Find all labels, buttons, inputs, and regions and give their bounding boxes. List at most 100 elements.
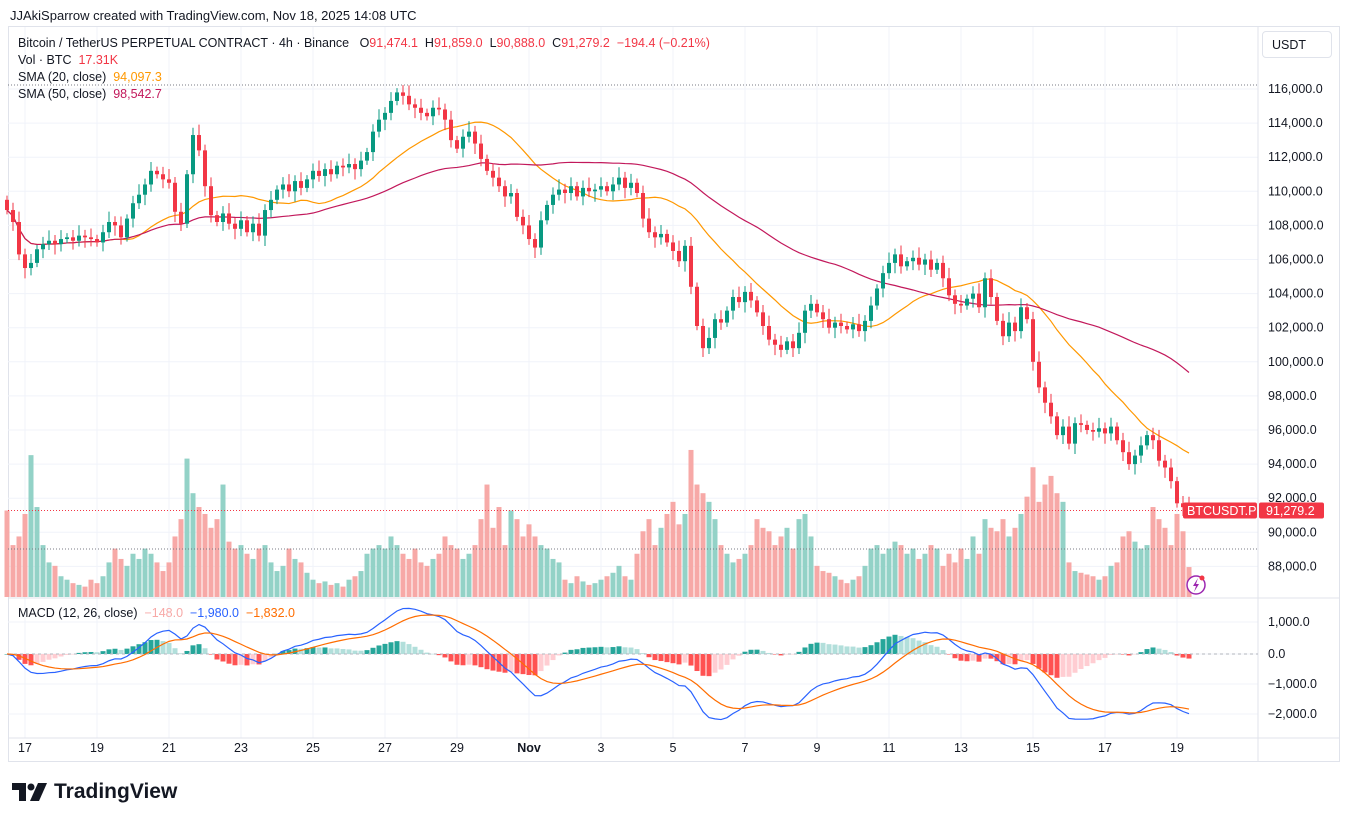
volume-bar: [808, 536, 814, 597]
candle: [677, 240, 681, 268]
volume-bar: [1030, 467, 1036, 597]
macd-histogram-bar: [88, 651, 94, 654]
candle: [197, 124, 201, 157]
volume-bar: [526, 524, 532, 597]
macd-histogram-bar: [340, 649, 346, 654]
candle-body: [1013, 322, 1017, 332]
candle-body: [413, 104, 417, 108]
candle-body: [173, 182, 177, 212]
macd-histogram-bar: [424, 652, 430, 654]
macd-histogram-bar: [22, 654, 28, 664]
time-tick-label: 15: [1026, 741, 1040, 755]
macd-histogram-bar: [100, 651, 106, 654]
candle: [47, 230, 51, 250]
volume-bar: [586, 584, 592, 597]
candle: [59, 230, 63, 252]
candle: [263, 204, 267, 247]
tradingview-logo[interactable]: TradingView: [12, 780, 177, 804]
volume-bar: [22, 513, 28, 597]
candle: [743, 286, 747, 313]
symbol-title[interactable]: Bitcoin / TetherUS PERPETUAL CONTRACT · …: [18, 36, 350, 50]
candle: [413, 98, 417, 119]
candle: [629, 173, 633, 196]
candle-body: [113, 221, 117, 226]
volume-bar: [16, 536, 22, 597]
candle-body: [335, 165, 339, 175]
volume-bar: [616, 565, 622, 597]
volume-bar: [574, 576, 580, 597]
candle: [353, 158, 357, 180]
candle-body: [1031, 319, 1035, 362]
candle: [1019, 298, 1023, 339]
volume-bar: [418, 562, 424, 597]
candle: [329, 160, 333, 182]
candle-body: [311, 170, 315, 180]
candle-body: [527, 225, 531, 240]
candle: [365, 147, 369, 165]
open-label: O: [359, 36, 370, 50]
candle-body: [101, 232, 105, 243]
sma50-legend[interactable]: SMA (50, close) 98,542.7: [18, 87, 162, 101]
volume-legend[interactable]: Vol · BTC 17.31K: [18, 53, 118, 67]
volume-bar: [742, 553, 748, 597]
candle: [1175, 476, 1179, 508]
time-tick-label: 17: [1098, 741, 1112, 755]
sma20-value: 94,097.3: [113, 70, 162, 84]
macd-histogram-bar: [262, 654, 268, 662]
candle-body: [653, 232, 657, 238]
candle: [785, 337, 789, 355]
macd-histogram-bar: [838, 645, 844, 654]
candle: [515, 188, 519, 222]
volume-bar: [154, 562, 160, 597]
candle: [1055, 412, 1059, 440]
macd-histogram-bar: [1000, 654, 1006, 665]
macd-histogram-bar: [52, 654, 58, 659]
macd-histogram-bar: [250, 654, 256, 665]
volume-bar: [832, 576, 838, 597]
volume-bar: [964, 558, 970, 597]
macd-histogram-bar: [388, 642, 394, 654]
macd-histogram-bar: [928, 645, 934, 654]
macd-histogram-bar: [694, 654, 700, 672]
macd-histogram-bar: [304, 648, 310, 654]
currency-button[interactable]: USDT: [1262, 31, 1332, 58]
macd-histogram-bar: [604, 647, 610, 654]
candle-body: [167, 179, 171, 183]
candle: [113, 216, 117, 236]
candle: [221, 206, 225, 231]
candle-body: [71, 237, 75, 241]
macd-histogram-bar: [214, 654, 220, 660]
macd-histogram-bar: [772, 654, 778, 655]
candle-body: [41, 244, 45, 250]
macd-histogram-bar: [1078, 654, 1084, 670]
candle: [245, 216, 249, 237]
volume-bar: [820, 571, 826, 597]
volume-bar: [772, 545, 778, 597]
candle: [545, 200, 549, 225]
macd-histogram-bar: [586, 647, 592, 654]
time-tick-label: 19: [1170, 741, 1184, 755]
candle: [749, 283, 753, 308]
candle: [443, 103, 447, 131]
candle-body: [515, 193, 519, 217]
candle: [239, 211, 243, 237]
candle: [257, 213, 261, 242]
macd-histogram-bar: [778, 654, 784, 656]
volume-bar: [646, 519, 652, 597]
candle: [713, 313, 717, 349]
candle-body: [743, 291, 747, 303]
volume-bar: [88, 579, 94, 597]
macd-legend[interactable]: MACD (12, 26, close) −148.0 −1,980.0 −1,…: [18, 606, 295, 620]
candle: [95, 234, 99, 247]
time-tick-label: 29: [450, 741, 464, 755]
volume-bar: [46, 562, 52, 597]
candle-body: [191, 135, 195, 175]
candle: [455, 135, 459, 153]
volume-bar: [52, 565, 58, 597]
macd-histogram-bar: [676, 654, 682, 665]
sma20-legend[interactable]: SMA (20, close) 94,097.3: [18, 70, 162, 84]
macd-histogram-bar: [82, 652, 88, 654]
lightning-icon[interactable]: [1186, 575, 1206, 595]
price-tick-label: 88,000.0: [1268, 559, 1317, 573]
